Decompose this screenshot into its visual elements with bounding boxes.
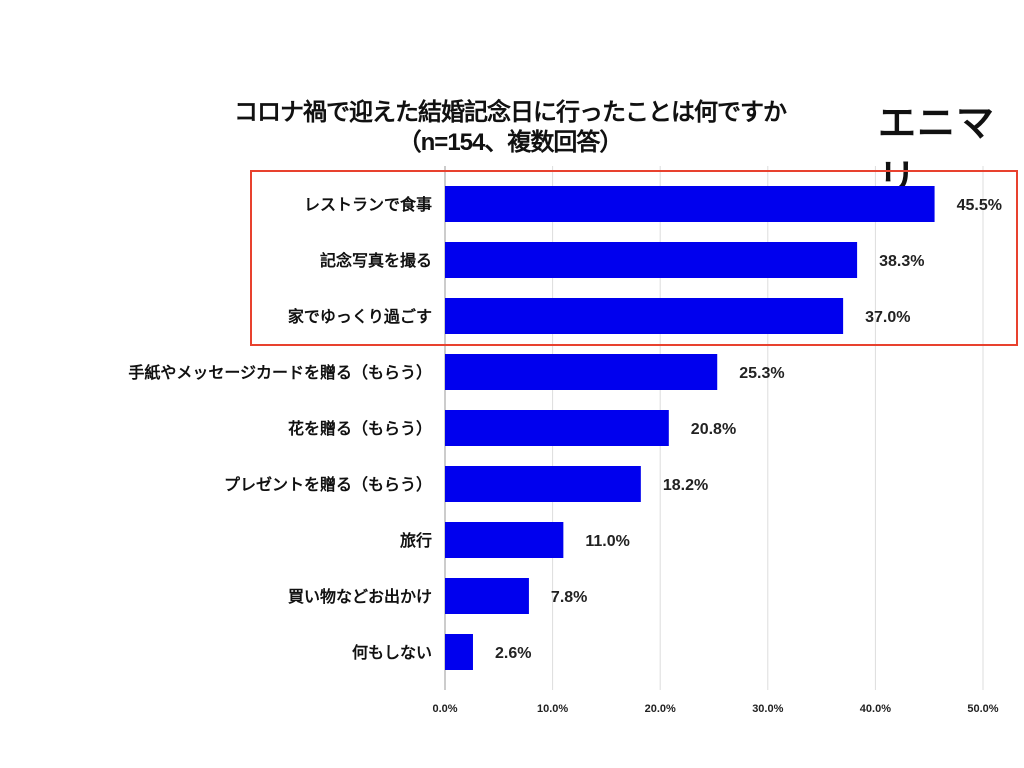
category-label: 旅行 — [400, 531, 432, 550]
bar — [445, 578, 529, 614]
data-label: 11.0% — [585, 533, 629, 550]
data-label: 25.3% — [739, 365, 784, 382]
category-label: 手紙やメッセージカードを贈る（もらう） — [128, 363, 432, 382]
bar — [445, 410, 669, 446]
bar — [445, 354, 718, 390]
highlight-box — [250, 170, 1018, 346]
category-label: 家でゆっくり過ごす — [288, 307, 432, 326]
data-label: 45.5% — [957, 197, 1002, 214]
chart-title-main: コロナ禍で迎えた結婚記念日に行ったことは何ですか — [234, 99, 787, 126]
category-label: 記念写真を撮る — [320, 251, 432, 270]
x-tick-label: 40.0% — [860, 703, 891, 715]
bar — [445, 522, 564, 558]
bar — [445, 466, 641, 502]
category-label: 花を贈る（もらう） — [288, 419, 432, 438]
bar — [445, 186, 935, 222]
bar — [445, 634, 473, 670]
x-tick-label: 50.0% — [967, 703, 998, 715]
chart-title: コロナ禍で迎えた結婚記念日に行ったことは何ですか （n=154、複数回答） — [150, 98, 870, 158]
bar — [445, 242, 858, 278]
bar — [445, 298, 844, 334]
x-tick-label: 30.0% — [752, 703, 783, 715]
data-label: 20.8% — [691, 421, 736, 438]
x-tick-label: 0.0% — [432, 703, 457, 715]
data-label: 7.8% — [551, 589, 587, 606]
data-label: 2.6% — [495, 645, 531, 662]
category-label: レストランで食事 — [304, 195, 432, 214]
x-tick-label: 10.0% — [537, 703, 568, 715]
chart-subtitle: （n=154、複数回答） — [397, 129, 624, 156]
data-label: 18.2% — [663, 477, 708, 494]
category-label: プレゼントを贈る（もらう） — [224, 475, 432, 494]
category-label: 何もしない — [352, 643, 432, 662]
data-label: 37.0% — [865, 309, 910, 326]
x-tick-label: 20.0% — [645, 703, 676, 715]
data-label: 38.3% — [879, 253, 924, 270]
category-label: 買い物などお出かけ — [288, 587, 432, 606]
